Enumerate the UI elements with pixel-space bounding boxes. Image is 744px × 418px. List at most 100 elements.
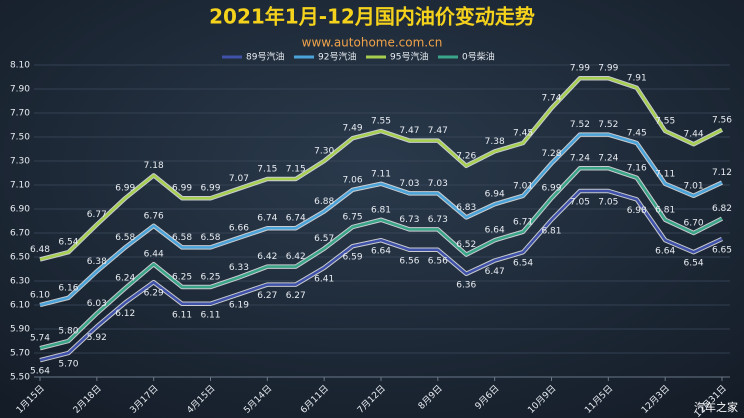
- data-label: 6.81: [541, 226, 561, 236]
- data-label: 6.29: [144, 289, 164, 299]
- y-tick-label: 7.10: [10, 181, 30, 191]
- data-label: 6.71: [513, 217, 533, 227]
- data-label: 7.47: [399, 126, 419, 136]
- data-label: 7.74: [541, 94, 561, 104]
- data-label: 6.25: [172, 273, 192, 283]
- data-label: 6.11: [172, 310, 192, 320]
- data-label: 5.92: [87, 333, 107, 343]
- y-tick-label: 7.90: [10, 85, 30, 95]
- data-label: 7.49: [343, 124, 363, 134]
- data-label: 6.54: [513, 259, 533, 269]
- data-label: 6.25: [200, 273, 220, 283]
- data-label: 6.48: [30, 245, 50, 255]
- data-label: 6.58: [115, 233, 135, 243]
- data-label: 5.70: [58, 360, 78, 370]
- data-label: 5.74: [30, 334, 50, 344]
- data-label: 6.27: [257, 291, 277, 301]
- data-label: 6.19: [229, 301, 249, 311]
- watermark: 汽车之家: [694, 400, 738, 414]
- y-tick-label: 5.50: [10, 373, 30, 383]
- data-label: 6.73: [428, 215, 448, 225]
- data-label: 7.30: [314, 147, 334, 157]
- data-label: 6.74: [257, 214, 277, 224]
- data-label: 7.18: [144, 161, 164, 171]
- y-tick-label: 6.90: [10, 205, 30, 215]
- data-label: 6.56: [399, 256, 419, 266]
- data-label: 6.99: [541, 184, 561, 194]
- data-label: 6.98: [627, 206, 647, 216]
- data-label: 6.64: [371, 247, 391, 257]
- data-label: 6.41: [314, 274, 334, 284]
- data-label: 6.11: [200, 310, 220, 320]
- chart-title: 2021年1月-12月国内油价变动走势: [209, 5, 535, 29]
- data-label: 7.52: [598, 120, 618, 130]
- data-label: 6.16: [58, 283, 78, 293]
- data-label: 6.03: [87, 299, 107, 309]
- data-label: 7.16: [627, 163, 647, 173]
- data-label: 6.59: [343, 253, 363, 263]
- data-label: 6.73: [399, 215, 419, 225]
- data-label: 6.10: [30, 291, 50, 301]
- data-label: 5.64: [30, 367, 50, 377]
- data-label: 6.38: [87, 257, 107, 267]
- data-label: 6.70: [684, 219, 704, 229]
- legend-label: 89号汽油: [246, 51, 284, 63]
- data-label: 6.99: [172, 184, 192, 194]
- series-line: [39, 133, 723, 307]
- data-label: 6.42: [286, 252, 306, 262]
- data-label: 7.24: [598, 154, 618, 164]
- data-label: 7.44: [684, 130, 704, 140]
- y-tick-label: 6.70: [10, 229, 30, 239]
- data-label: 7.05: [598, 198, 618, 208]
- data-label: 7.03: [428, 179, 448, 189]
- data-label: 6.52: [456, 240, 476, 250]
- y-tick-label: 8.10: [10, 61, 30, 71]
- data-label: 7.01: [513, 181, 533, 191]
- data-label: 6.64: [485, 226, 505, 236]
- data-label: 6.82: [712, 204, 732, 214]
- data-label: 6.81: [655, 205, 675, 215]
- data-label: 6.65: [712, 246, 732, 256]
- data-label: 6.12: [115, 309, 135, 319]
- data-label: 7.15: [286, 165, 306, 175]
- data-label: 7.45: [627, 129, 647, 139]
- y-tick-label: 5.90: [10, 325, 30, 335]
- data-label: 7.15: [257, 165, 277, 175]
- data-label: 6.88: [314, 197, 334, 207]
- data-label: 6.24: [115, 274, 135, 284]
- series-line: [39, 166, 723, 350]
- data-label: 7.11: [371, 169, 391, 179]
- legend-label: 92号汽油: [318, 51, 356, 63]
- data-label: 6.47: [485, 267, 505, 277]
- data-label: 6.33: [229, 263, 249, 273]
- data-label: 7.38: [485, 137, 505, 147]
- data-label: 6.94: [485, 190, 505, 200]
- data-label: 7.56: [712, 115, 732, 125]
- subtitle: www.autohome.com.cn: [302, 36, 443, 50]
- legend-label: 0号柴油: [462, 51, 495, 63]
- data-label: 7.28: [541, 149, 561, 159]
- series-line: [39, 76, 723, 261]
- y-tick-label: 6.30: [10, 277, 30, 287]
- data-label: 5.80: [58, 327, 78, 337]
- data-label: 6.77: [87, 210, 107, 220]
- y-tick-label: 6.10: [10, 301, 30, 311]
- data-label: 7.12: [712, 168, 732, 178]
- data-label: 7.06: [343, 175, 363, 185]
- data-label: 6.58: [200, 233, 220, 243]
- data-label: 6.76: [144, 211, 164, 221]
- data-label: 6.44: [144, 250, 164, 260]
- y-tick-label: 7.30: [10, 157, 30, 167]
- data-label: 7.01: [684, 181, 704, 191]
- data-label: 7.47: [428, 126, 448, 136]
- data-label: 7.11: [655, 169, 675, 179]
- data-label: 6.54: [684, 259, 704, 269]
- data-label: 6.42: [257, 252, 277, 262]
- series-line: [39, 189, 723, 362]
- data-label: 6.58: [172, 233, 192, 243]
- data-label: 7.05: [570, 198, 590, 208]
- data-label: 7.91: [627, 73, 647, 83]
- data-label: 6.57: [314, 234, 334, 244]
- data-label: 6.54: [58, 238, 78, 248]
